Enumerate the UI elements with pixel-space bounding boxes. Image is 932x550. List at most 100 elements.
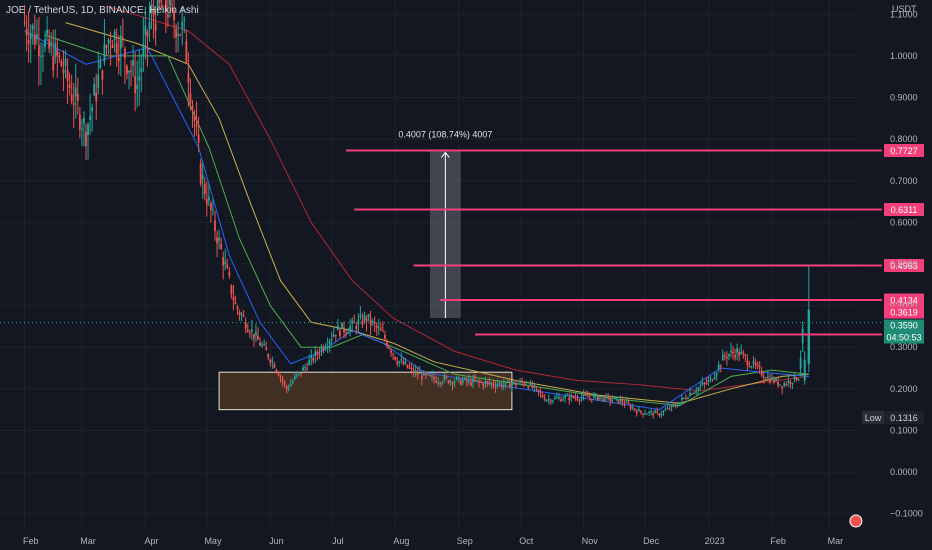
candle-body	[607, 395, 610, 397]
candle-body	[750, 366, 753, 368]
candle-body	[246, 330, 249, 332]
candle-body	[130, 71, 132, 73]
candle-body	[70, 94, 73, 102]
candle-body	[646, 413, 648, 415]
candle-body	[62, 69, 65, 73]
candle-body	[306, 368, 309, 370]
time-tick-label: May	[204, 536, 222, 546]
candle-body	[494, 386, 497, 388]
candle-body	[685, 398, 687, 400]
candle-body	[588, 397, 591, 399]
level-tag-label: 0.7727	[890, 146, 918, 156]
price-tag	[884, 319, 924, 332]
currency-label: USDT	[892, 4, 917, 14]
candle-body	[167, 14, 169, 18]
candle-body	[707, 380, 710, 382]
candle-body	[142, 43, 145, 56]
candle-body	[437, 382, 440, 384]
candle-body	[506, 380, 509, 382]
low-value-label: 0.1316	[890, 413, 918, 423]
candle-body	[771, 377, 773, 380]
price-tick-label: 0.6000	[890, 217, 918, 227]
candle-body	[83, 117, 85, 124]
candle-body	[226, 264, 229, 268]
candle-body	[418, 372, 421, 374]
candle-body	[701, 382, 704, 385]
candle-body	[637, 409, 640, 412]
candle-body	[371, 320, 374, 323]
candle-body	[533, 385, 536, 387]
candle-body	[183, 19, 186, 21]
candle-body	[474, 379, 476, 381]
candle-body	[783, 383, 786, 386]
candle-body	[490, 383, 493, 385]
candle-body	[193, 115, 196, 122]
candle-body	[48, 39, 51, 49]
candle-body	[68, 84, 71, 89]
candle-body	[521, 381, 524, 383]
time-tick-label: Feb	[23, 536, 39, 546]
candle-body	[136, 85, 139, 90]
candle-body	[304, 367, 306, 369]
candle-body	[543, 398, 546, 401]
candle-body	[488, 382, 491, 384]
candle-body	[244, 322, 247, 329]
candle-body	[52, 56, 55, 71]
pair-title[interactable]: JOE / TetherUS, 1D, BINANCE, Heikin Ashi	[6, 5, 199, 16]
candle-body	[308, 360, 311, 365]
candle-body	[582, 394, 585, 396]
candle-body	[562, 399, 564, 401]
candle-body	[416, 372, 419, 375]
candle-body	[117, 57, 120, 62]
candle-body	[392, 353, 395, 355]
candle-body	[709, 378, 712, 380]
candle-body	[310, 355, 313, 358]
candle-body	[431, 375, 433, 377]
candle-body	[441, 382, 444, 384]
candle-body	[486, 381, 489, 383]
candle-body	[216, 237, 218, 244]
price-tick-label: 1.1000	[890, 9, 918, 19]
candle-body	[762, 376, 765, 378]
candle-body	[312, 358, 315, 361]
candle-body	[478, 381, 481, 383]
time-tick-label: Apr	[145, 536, 159, 546]
candle-body	[748, 365, 751, 367]
candle-body	[359, 315, 362, 318]
candle-body	[144, 25, 147, 35]
candle-body	[764, 378, 767, 380]
candle-body	[443, 376, 446, 380]
price-tag	[884, 306, 924, 319]
candle-body	[508, 384, 511, 389]
candle-body	[402, 361, 405, 365]
candle-body	[752, 361, 755, 364]
candle-body	[265, 347, 268, 351]
candle-body	[468, 379, 470, 381]
candle-body	[99, 60, 102, 68]
candle-body	[529, 382, 532, 386]
candle-body	[160, 5, 163, 8]
candle-body	[687, 398, 689, 400]
candle-body	[734, 355, 736, 358]
candle-body	[150, 3, 153, 14]
candle-body	[250, 329, 253, 332]
candle-body	[531, 385, 534, 388]
candle-body	[412, 370, 415, 374]
candle-body	[797, 379, 800, 381]
candle-body	[316, 352, 319, 354]
candle-body	[326, 346, 329, 348]
level-tag-label: 0.4134	[890, 296, 918, 306]
candle-body	[658, 413, 661, 416]
candle-body	[113, 31, 116, 40]
candle-body	[691, 393, 693, 395]
candle-body	[465, 379, 468, 382]
candle-body	[322, 348, 325, 351]
candle-body	[758, 366, 761, 368]
candle-body	[738, 352, 741, 356]
candle-body	[697, 387, 700, 390]
candle-body	[621, 400, 624, 403]
candle-body	[789, 382, 792, 384]
candle-body	[547, 398, 550, 400]
